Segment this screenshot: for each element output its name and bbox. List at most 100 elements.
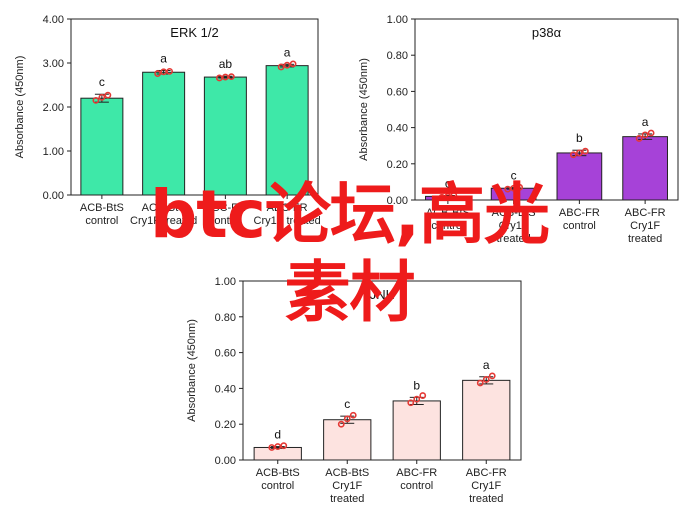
data-point [274,443,282,450]
data-point [450,192,458,199]
data-point [581,147,589,155]
y-tick-label: 1.00 [43,146,64,158]
data-point [438,193,446,201]
y-tick-label: 2.00 [43,102,64,114]
y-axis-label: Absorbance (450nm) [358,58,370,161]
x-tick-label: treated [330,493,364,505]
data-point [268,444,276,451]
data-point [635,135,643,142]
significance-label: b [413,378,420,392]
y-axis-label: Absorbance (450nm) [186,319,198,422]
data-point [569,151,577,159]
data-point [510,184,518,192]
bar [392,400,441,461]
y-tick-label: 0.00 [43,190,64,202]
chart-panel-2: p38α 0.00 0.20 0.40 0.60 0.80 1.00 Absorbance (… [358,14,679,245]
data-point [280,442,288,450]
x-tick-label: Cry1F [471,480,501,492]
chart-title: ERK 1/2 [170,25,218,40]
data-point [289,60,297,68]
x-tick-label: Cry1F treated [254,215,321,227]
data-point [516,183,524,191]
x-tick-label: control [400,480,433,492]
y-tick-label: 0.20 [387,159,408,171]
data-point [647,129,655,137]
x-tick-label: Cry1F [499,220,529,232]
x-tick-label: ABC-FR [205,202,246,214]
x-tick-label: ABC-FR [267,202,308,214]
significance-label: c [445,176,451,190]
data-point [277,63,285,71]
x-tick-label: ACB-BtS [426,207,470,219]
bar [265,65,309,196]
x-tick-label: control [431,220,464,232]
data-point [283,61,291,69]
x-tick-label: ACB-BtS [142,202,186,214]
significance-label: a [160,51,167,65]
data-point [104,91,112,99]
bar [142,71,186,196]
x-tick-label: control [261,480,294,492]
x-tick-label: Cry1F treated [130,215,197,227]
significance-label: c [99,75,105,89]
data-point [575,149,583,157]
chart-title: p38α [532,25,562,40]
y-tick-label: 3.00 [43,58,64,70]
significance-label: b [576,131,583,145]
data-point [337,420,345,428]
data-point [98,93,106,101]
bar [323,419,372,461]
significance-label: c [511,168,517,182]
x-tick-label: ACB-BtS [80,202,124,214]
x-tick-label: control [85,215,118,227]
y-tick-label: 0.00 [215,455,236,467]
x-tick-label: control [209,215,242,227]
y-tick-label: 0.20 [215,419,236,431]
y-tick-label: 0.60 [215,348,236,360]
chart-panel-3: JNK 0.00 0.20 0.40 0.60 0.80 1.00 Absorbance (4… [186,276,522,505]
significance-label: ab [219,57,233,71]
data-point [482,376,490,383]
bar [490,187,537,201]
x-tick-label: Cry1F [630,220,660,232]
data-point [504,185,512,193]
y-tick-label: 0.40 [215,383,236,395]
data-point [227,73,235,81]
y-tick-label: 4.00 [43,14,64,26]
bar [462,379,511,461]
y-tick-label: 1.00 [387,14,408,26]
data-point [343,415,351,423]
data-point [476,379,484,387]
chart-panel-1: ERK 1/2 0.00 1.00 2.00 3.00 4.00 Absorbance (4… [14,14,321,227]
bar [622,136,668,201]
significance-label: c [344,397,350,411]
significance-label: d [274,428,281,442]
data-point [92,97,100,104]
x-tick-label: ABC-FR [559,207,600,219]
x-tick-label: treated [497,233,531,245]
significance-label: a [642,115,649,129]
x-tick-label: ACB-BtS [492,207,536,219]
y-tick-label: 0.80 [215,312,236,324]
y-tick-label: 1.00 [215,276,236,288]
significance-label: a [483,358,490,372]
significance-label: a [284,45,291,59]
bar [80,97,124,196]
y-axis-label: Absorbance (450nm) [14,56,26,159]
x-tick-label: treated [628,233,662,245]
x-tick-label: ACB-BtS [256,467,300,479]
data-point [444,192,452,200]
data-point [221,73,229,81]
x-tick-label: ABC-FR [625,207,666,219]
x-tick-label: Cry1F [332,480,362,492]
data-point [488,372,496,380]
data-point [166,67,174,75]
plot-frame [414,18,679,201]
data-point [215,74,223,82]
data-point [160,68,168,76]
x-tick-label: ABC-FR [396,467,437,479]
data-point [349,411,357,419]
data-point [413,395,421,403]
plot-frame [242,280,522,461]
